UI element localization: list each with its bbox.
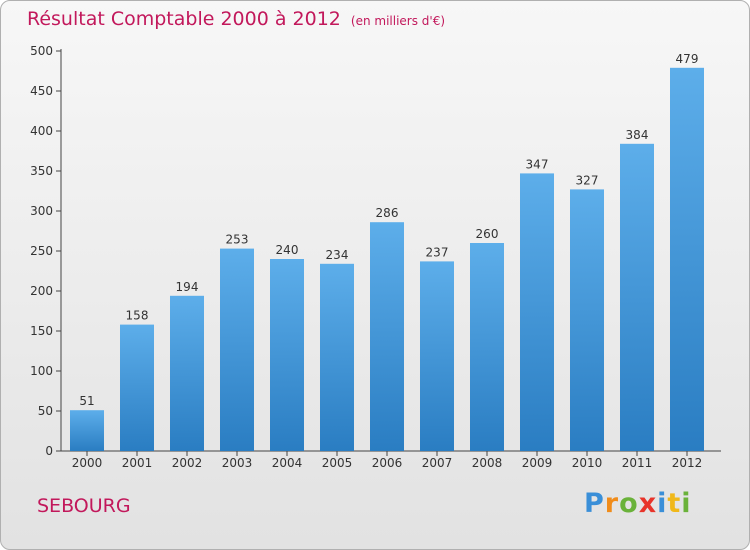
bar: [520, 173, 554, 451]
bar: [270, 259, 304, 451]
y-tick-label: 400: [30, 124, 53, 138]
bar: [470, 243, 504, 451]
x-tick-label: 2011: [622, 456, 653, 470]
chart-unit: (en milliers d'€): [350, 14, 446, 28]
bar: [620, 143, 654, 452]
y-tick-label: 50: [38, 404, 53, 418]
logo-letter: r: [604, 488, 620, 519]
data-label: 479: [676, 52, 699, 66]
x-tick-label: 2007: [422, 456, 453, 470]
y-tick-label: 100: [30, 364, 53, 378]
data-label: 240: [276, 243, 299, 257]
proxiti-logo: Proxiti: [584, 488, 692, 519]
x-tick-label: 2002: [172, 456, 203, 470]
y-tick-label: 500: [30, 44, 53, 58]
data-label: 260: [476, 227, 499, 241]
chart-title: Résultat Comptable 2000 à 2012 (en millie…: [27, 8, 445, 30]
y-tick-label: 200: [30, 284, 53, 298]
x-tick-label: 2012: [672, 456, 703, 470]
data-label: 384: [626, 128, 649, 142]
x-tick-label: 2010: [572, 456, 603, 470]
bar: [670, 67, 704, 452]
x-tick-label: 2008: [472, 456, 503, 470]
logo-letter: x: [638, 488, 658, 519]
town-name: SEBOURG: [37, 495, 131, 517]
y-tick-label: 250: [30, 244, 53, 258]
data-label: 347: [526, 157, 549, 171]
y-tick-label: 450: [30, 84, 53, 98]
y-tick-label: 150: [30, 324, 53, 338]
data-label: 253: [226, 233, 249, 247]
x-tick-label: 2006: [372, 456, 403, 470]
data-label: 158: [126, 309, 149, 323]
bar: [170, 295, 204, 451]
x-tick-label: 2003: [222, 456, 253, 470]
data-label: 237: [426, 245, 449, 259]
data-label: 286: [376, 206, 399, 220]
x-tick-label: 2009: [522, 456, 553, 470]
bar: [220, 248, 254, 451]
logo-letter: P: [584, 488, 605, 519]
logo-letter: t: [667, 488, 682, 519]
x-tick-label: 2001: [122, 456, 153, 470]
x-tick-label: 2005: [322, 456, 353, 470]
bar: [420, 261, 454, 451]
data-label: 234: [326, 248, 349, 262]
x-tick-label: 2004: [272, 456, 303, 470]
y-tick-label: 350: [30, 164, 53, 178]
logo-letter: o: [619, 488, 639, 519]
chart-title-text: Résultat Comptable 2000 à 2012: [27, 8, 341, 30]
bar: [320, 263, 354, 451]
data-label: 327: [576, 173, 599, 187]
y-tick-label: 300: [30, 204, 53, 218]
bar: [70, 410, 104, 451]
logo-letter: i: [657, 488, 668, 519]
bar: [120, 324, 154, 451]
logo-letter: i: [681, 488, 692, 519]
data-label: 51: [79, 394, 94, 408]
data-label: 194: [176, 280, 199, 294]
x-tick-label: 2000: [72, 456, 103, 470]
y-tick-label: 0: [45, 444, 53, 458]
bar: [570, 189, 604, 451]
bar: [370, 222, 404, 451]
